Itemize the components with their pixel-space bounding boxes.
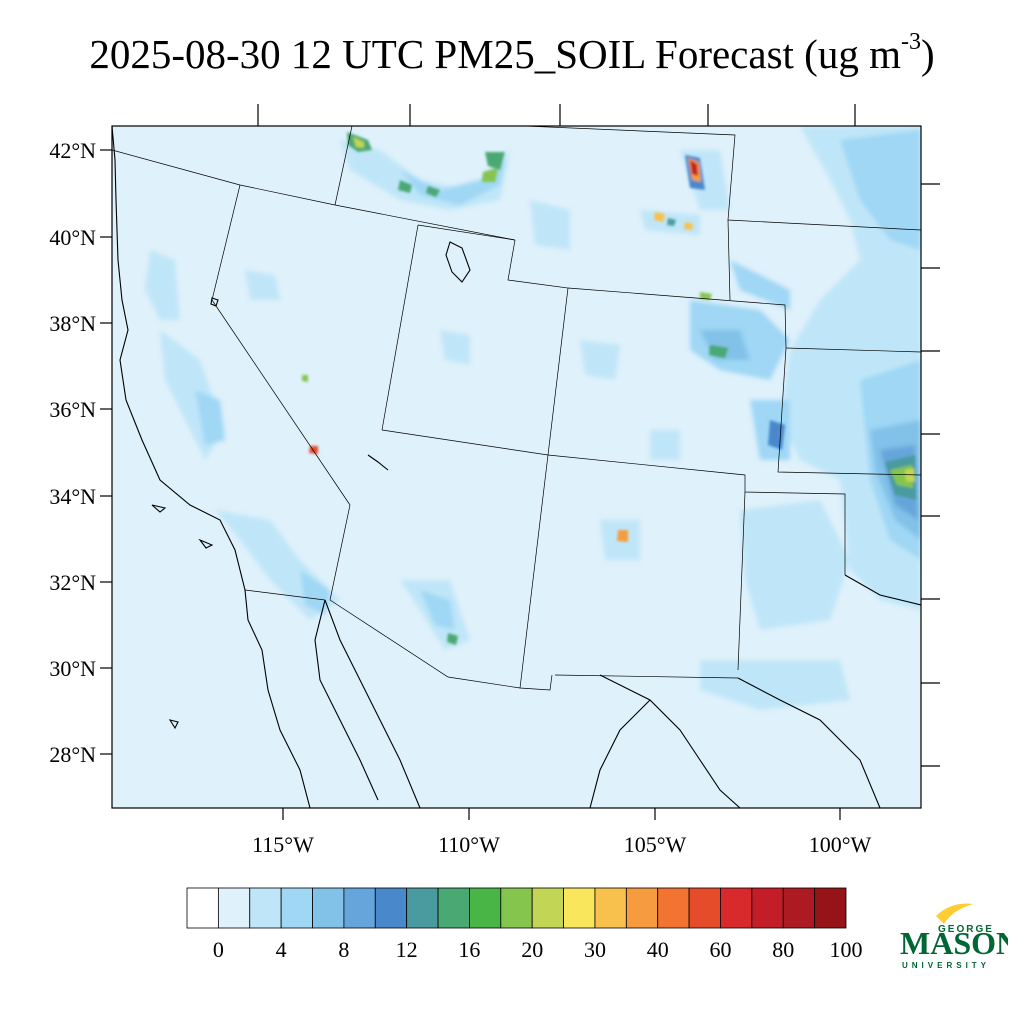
- lat-label: 36°N: [49, 397, 96, 422]
- colorbar: [186, 887, 847, 929]
- colorbar-label: 8: [338, 937, 349, 962]
- map-frame: [111, 125, 922, 809]
- colorbar-swatch: [186, 887, 219, 929]
- colorbar-swatch: [594, 887, 627, 929]
- lat-label: 42°N: [49, 138, 96, 163]
- gmu-logo: GEORGE MASON UNIVERSITY: [900, 903, 1008, 970]
- colorbar-label: 80: [772, 937, 794, 962]
- colorbar-swatch: [312, 887, 345, 929]
- colorbar-swatch: [500, 887, 533, 929]
- colorbar-label: 12: [396, 937, 418, 962]
- lon-label: 110°W: [438, 832, 500, 857]
- title-exponent: -3: [900, 29, 921, 56]
- lat-label: 28°N: [49, 742, 96, 767]
- colorbar-label: 20: [521, 937, 543, 962]
- colorbar-label: 60: [709, 937, 731, 962]
- colorbar-swatch: [625, 887, 659, 929]
- lat-label: 40°N: [49, 225, 96, 250]
- colorbar-swatch: [280, 887, 313, 929]
- colorbar-swatch: [469, 887, 502, 929]
- lat-label: 34°N: [49, 484, 96, 509]
- state-borders: [112, 126, 921, 808]
- colorbar-swatch: [343, 887, 376, 929]
- logo-top-text: GEORGE: [938, 924, 994, 935]
- lon-label: 100°W: [809, 832, 872, 857]
- colorbar-label: 0: [213, 937, 224, 962]
- colorbar-swatch: [720, 887, 753, 929]
- colorbar-swatch: [563, 887, 596, 929]
- logo-accent-icon: [936, 903, 973, 924]
- lat-label: 32°N: [49, 570, 96, 595]
- logo-bottom-text: UNIVERSITY: [902, 961, 990, 970]
- colorbar-swatch: [217, 887, 251, 929]
- title-close: ): [920, 31, 935, 77]
- colorbar-swatch: [688, 887, 721, 929]
- title-text: 2025-08-30 12 UTC PM25_SOIL Forecast (ug…: [89, 31, 901, 77]
- map-background: [112, 126, 921, 808]
- colorbar-swatch: [406, 887, 439, 929]
- top-ticks: [257, 104, 856, 126]
- colorbar-swatch: [782, 887, 816, 929]
- longitude-axis: 115°W 110°W 105°W 100°W: [252, 808, 872, 857]
- colorbar-swatch: [751, 887, 784, 929]
- colorbar-swatch: [657, 887, 690, 929]
- colorbar-label: 4: [276, 937, 287, 962]
- lat-label: 38°N: [49, 311, 96, 336]
- right-ticks: [921, 183, 940, 767]
- colorbar-swatch: [249, 887, 282, 929]
- figure-title: 2025-08-30 12 UTC PM25_SOIL Forecast (ug…: [0, 29, 1024, 78]
- colorbar-swatch: [374, 887, 408, 929]
- colorbar-swatch: [437, 887, 470, 929]
- colorbar-label: 40: [647, 937, 669, 962]
- lon-label: 115°W: [252, 832, 314, 857]
- colorbar-swatch: [531, 887, 564, 929]
- lon-label: 105°W: [624, 832, 687, 857]
- colorbar-label: 100: [830, 937, 863, 962]
- latitude-axis: 42°N 40°N 38°N 36°N 34°N 32°N 30°N 28°N: [49, 138, 112, 767]
- colorbar-label: 30: [584, 937, 606, 962]
- lat-label: 30°N: [49, 656, 96, 681]
- colorbar-swatch: [814, 887, 847, 929]
- colorbar-labels: 0 4 8 12 16 20 30 40 60 80 100: [213, 937, 863, 962]
- concentration-field: [145, 126, 921, 710]
- logo-main-text: MASON: [900, 925, 1008, 961]
- colorbar-label: 16: [458, 937, 480, 962]
